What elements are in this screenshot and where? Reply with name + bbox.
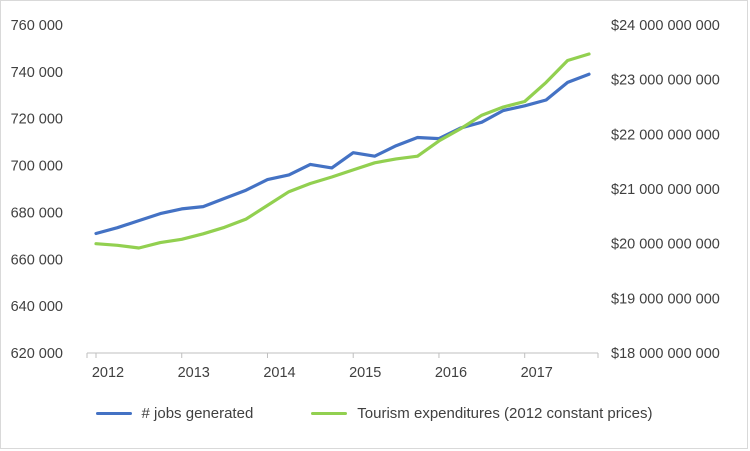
right-axis-label: $19 000 000 000 (611, 291, 720, 307)
right-axis-label: $22 000 000 000 (611, 127, 720, 143)
series-line-0 (96, 74, 589, 233)
legend-swatch-expenditures-icon (311, 412, 347, 416)
right-axis-label: $21 000 000 000 (611, 182, 720, 198)
right-axis-label: $24 000 000 000 (611, 18, 720, 34)
series-line-1 (96, 54, 589, 248)
legend-label-expenditures: Tourism expenditures (2012 constant pric… (357, 405, 652, 422)
chart-frame: 760 000 740 000 720 000 700 000 680 000 660 0… (0, 0, 748, 449)
right-axis-label: $18 000 000 000 (611, 346, 720, 362)
left-axis-label: 700 000 (11, 159, 63, 175)
left-axis-label: 720 000 (11, 112, 63, 128)
right-axis-label: $20 000 000 000 (611, 237, 720, 253)
x-axis-label: 2015 (349, 365, 381, 381)
legend-swatch-jobs-icon (96, 412, 132, 416)
left-axis-label: 620 000 (11, 346, 63, 362)
legend-label-jobs: # jobs generated (142, 405, 254, 422)
left-axis-label: 760 000 (11, 18, 63, 34)
chart-canvas: 760 000 740 000 720 000 700 000 680 000 660 0… (1, 1, 748, 399)
legend-item-jobs: # jobs generated (96, 405, 254, 422)
left-axis-label: 740 000 (11, 65, 63, 81)
left-axis-label: 640 000 (11, 299, 63, 315)
left-axis-label: 660 000 (11, 252, 63, 268)
right-axis-label: $23 000 000 000 (611, 73, 720, 89)
left-axis-label: 680 000 (11, 205, 63, 221)
legend-item-expenditures: Tourism expenditures (2012 constant pric… (311, 405, 652, 422)
x-axis-label: 2016 (435, 365, 467, 381)
x-axis-label: 2012 (92, 365, 124, 381)
x-axis-label: 2013 (178, 365, 210, 381)
chart-legend: # jobs generated Tourism expenditures (2… (1, 405, 747, 422)
x-axis-label: 2017 (521, 365, 553, 381)
x-axis-label: 2014 (263, 365, 295, 381)
